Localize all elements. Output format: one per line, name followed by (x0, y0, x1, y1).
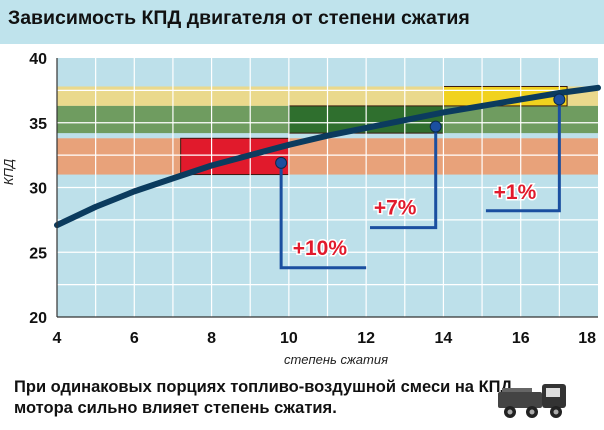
x-tick-label: 14 (435, 330, 453, 347)
x-tick-label: 16 (512, 330, 530, 347)
y-tick-label: 30 (29, 181, 47, 198)
efficiency-curve (54, 84, 601, 229)
annotation-label-1: +10% (293, 237, 348, 260)
chart-title: Зависимость КПД двигателя от степени сжа… (8, 7, 470, 29)
axes-layer (56, 58, 598, 318)
labels-layer: 4 6 8 10 12 14 16 18 20 25 30 35 40 степень сжатия КПД… (1, 51, 596, 367)
y-tick-label: 25 (29, 245, 47, 262)
x-tick-label: 8 (207, 330, 216, 347)
grid-layer (57, 58, 598, 317)
annotation-label-2: +7% (374, 197, 417, 220)
callout-dot-1 (275, 156, 288, 169)
annotation-label-3: +1% (494, 181, 537, 204)
caption: При одинаковых порциях топливо-воздушной… (14, 377, 534, 419)
callout-leader-1 (279, 162, 367, 270)
x-tick-label: 12 (357, 330, 375, 347)
callout-leader-3 (485, 99, 561, 213)
callouts-layer (279, 99, 561, 270)
x-tick-label: 6 (130, 330, 139, 347)
x-tick-label: 18 (578, 330, 596, 347)
y-axis-label: КПД (1, 159, 16, 185)
x-tick-label: 10 (280, 330, 298, 347)
truck-logo-icon (498, 384, 566, 418)
y-tick-label: 20 (29, 310, 47, 327)
curve-layer (54, 84, 601, 229)
caption-line-2: мотора сильно влияет степень сжатия. (14, 399, 337, 417)
callout-dot-3 (553, 93, 566, 106)
x-tick-label: 4 (53, 330, 62, 347)
y-tick-label: 35 (29, 116, 47, 133)
callout-dot-2 (429, 120, 442, 133)
x-axis-label: степень сжатия (284, 352, 388, 367)
callout-leader-2 (370, 126, 438, 230)
y-tick-label: 40 (29, 51, 47, 68)
title-bar (0, 0, 604, 44)
caption-line-1: При одинаковых порциях топливо-воздушной… (14, 378, 513, 396)
